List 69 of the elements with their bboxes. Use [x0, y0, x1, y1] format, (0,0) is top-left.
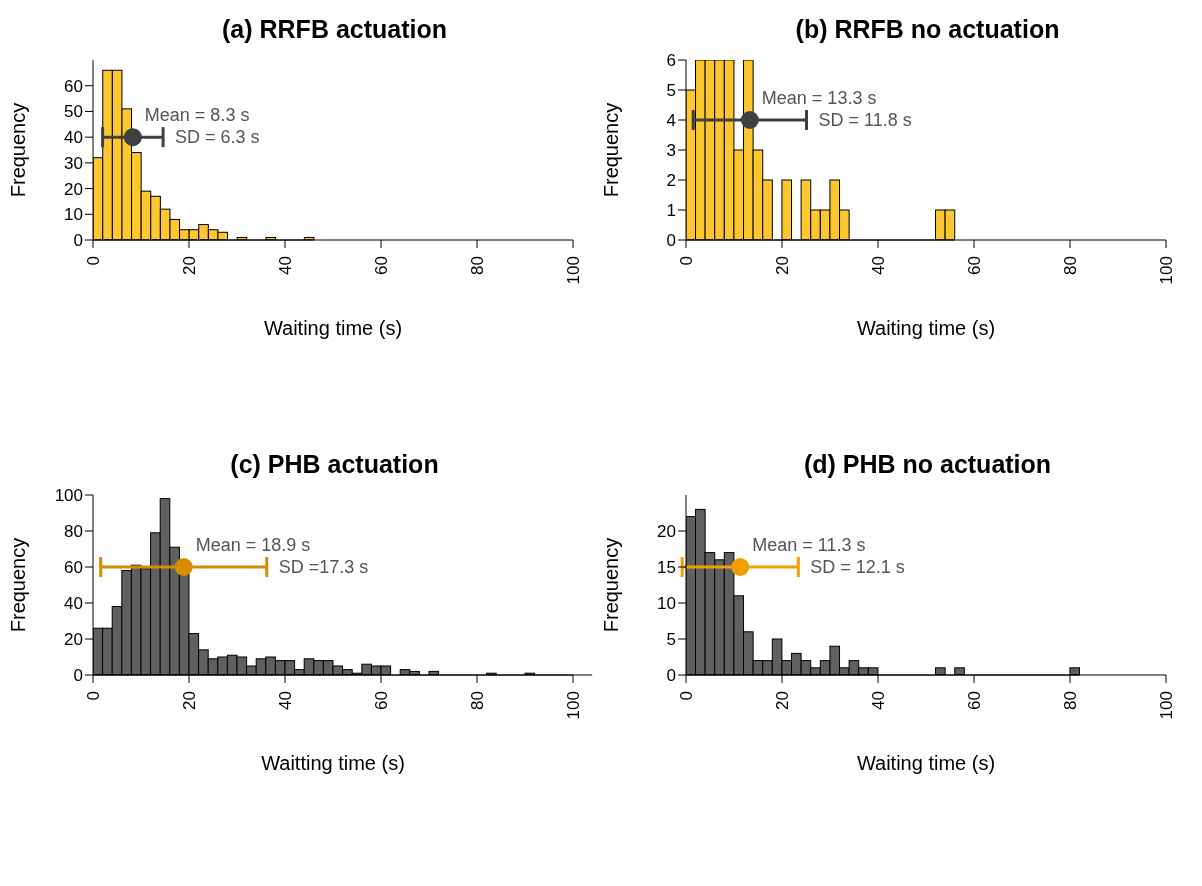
chart-title: (a) RRFB actuation — [221, 14, 448, 45]
annotation: Mean = 11.3 s — [752, 535, 866, 555]
x-tick-label: 80 — [467, 256, 487, 275]
x-tick-label: 40 — [275, 691, 295, 710]
y-axis-title: Frequency — [600, 102, 623, 198]
y-axis-title: Frequency — [7, 537, 30, 633]
y-tick-label: 5 — [666, 630, 676, 650]
y-tick-label: 0 — [666, 231, 676, 251]
annotation: SD =17.3 s — [278, 557, 369, 577]
y-axis-title: Frequency — [7, 102, 30, 198]
y-tick-label: 10 — [64, 205, 83, 225]
x-tick-label: 40 — [868, 256, 888, 275]
y-tick-label: 20 — [64, 630, 83, 650]
x-axis-title: Waiting time (s) — [856, 752, 996, 774]
x-tick-label: 40 — [868, 691, 888, 710]
chart-title: (d) PHB no actuation — [802, 449, 1053, 480]
x-tick-label: 20 — [179, 256, 199, 275]
y-tick-label: 0 — [73, 231, 83, 251]
y-tick-label: 4 — [666, 111, 676, 131]
y-tick-label: 60 — [64, 76, 83, 96]
y-tick-label: 15 — [657, 558, 676, 578]
x-tick-label: 60 — [371, 691, 391, 710]
y-tick-label: 0 — [73, 666, 83, 686]
x-tick-label: 100 — [563, 691, 583, 720]
y-tick-label: 20 — [657, 522, 676, 542]
y-tick-label: 100 — [54, 486, 83, 506]
x-tick-label: 100 — [1156, 691, 1176, 720]
annotation: Mean = 18.9 s — [195, 535, 311, 555]
y-tick-label: 2 — [666, 171, 676, 191]
x-axis-title: Waiting time (s) — [856, 317, 996, 339]
y-tick-label: 40 — [64, 128, 83, 148]
chart-title: (c) PHB actuation — [229, 449, 440, 480]
chart-title: (b) RRFB no actuation — [794, 14, 1061, 45]
x-tick-label: 80 — [1060, 691, 1080, 710]
y-tick-label: 6 — [666, 51, 676, 71]
x-tick-label: 100 — [1156, 256, 1176, 285]
x-tick-label: 80 — [467, 691, 487, 710]
y-axis-title: Frequency — [600, 537, 623, 633]
y-tick-label: 3 — [666, 141, 676, 161]
x-tick-label: 100 — [563, 256, 583, 285]
annotation: SD = 11.8 s — [818, 110, 912, 130]
x-tick-label: 60 — [964, 691, 984, 710]
x-tick-label: 60 — [371, 256, 391, 275]
x-tick-label: 60 — [964, 256, 984, 275]
annotation: Mean = 8.3 s — [144, 105, 250, 126]
y-tick-label: 80 — [64, 522, 83, 542]
y-tick-label: 30 — [64, 153, 83, 173]
x-tick-label: 0 — [83, 256, 103, 266]
annotation: SD = 6.3 s — [175, 127, 260, 148]
x-tick-label: 80 — [1060, 256, 1080, 275]
x-tick-label: 0 — [83, 691, 103, 701]
x-tick-label: 20 — [772, 691, 792, 710]
y-tick-label: 50 — [64, 102, 83, 122]
y-tick-label: 5 — [666, 81, 676, 101]
x-axis-title: Waiting time (s) — [263, 317, 403, 339]
y-tick-label: 1 — [666, 201, 676, 221]
y-tick-label: 40 — [64, 594, 83, 614]
y-tick-label: 20 — [64, 179, 83, 199]
x-tick-label: 20 — [772, 256, 792, 275]
y-tick-label: 0 — [666, 666, 676, 686]
x-tick-label: 0 — [676, 256, 696, 266]
y-tick-label: 10 — [657, 594, 676, 614]
x-tick-label: 20 — [179, 691, 199, 710]
y-tick-label: 60 — [64, 558, 83, 578]
x-tick-label: 40 — [275, 256, 295, 275]
x-axis-title: Waitting time (s) — [261, 752, 405, 774]
annotation: SD = 12.1 s — [810, 557, 905, 577]
x-tick-label: 0 — [676, 691, 696, 701]
annotation: Mean = 13.3 s — [761, 88, 877, 108]
